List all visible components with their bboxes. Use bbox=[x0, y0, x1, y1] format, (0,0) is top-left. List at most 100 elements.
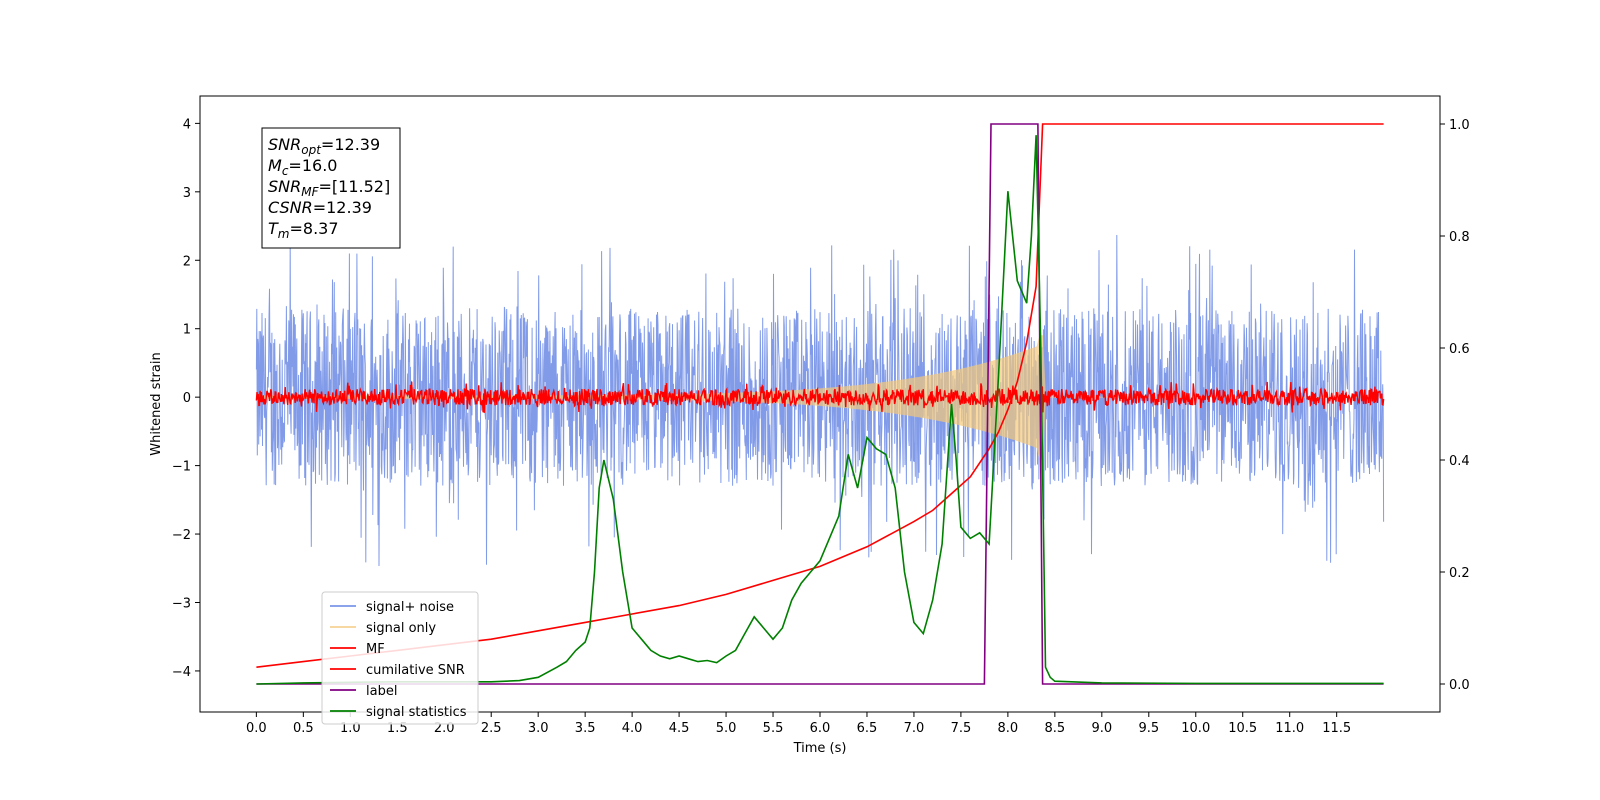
x-tick-label: 1.0 bbox=[340, 721, 361, 736]
y-axis-label: Whitened strain bbox=[149, 352, 164, 455]
x-axis: 0.0 0.5 1.0 1.5 2.0 2.5 3.0 3.5 4.0 4.5 5.0 5.5 6.0 6… bbox=[246, 712, 1351, 736]
metrics-annotation: SNRopt=12.39Mc=16.0SNRMF=[11.52]CSNR=12.… bbox=[261, 127, 401, 249]
y-tick: 1 bbox=[183, 323, 200, 338]
x-tick: 9.5 bbox=[1138, 712, 1159, 736]
annotation-line: SNRMF=[11.52] bbox=[268, 177, 390, 199]
x-tick-label: 11.0 bbox=[1275, 721, 1304, 736]
legend-label: cumilative SNR bbox=[366, 663, 465, 678]
x-tick: 8.0 bbox=[998, 712, 1019, 736]
x-tick-label: 0.0 bbox=[246, 721, 267, 736]
series-line-signal-statistics bbox=[256, 135, 1384, 685]
series-line-signal-noise bbox=[255, 234, 1385, 567]
x-tick: 8.5 bbox=[1045, 712, 1066, 736]
y-tick-label: 1 bbox=[183, 323, 191, 338]
series-line-cumilative-snr bbox=[256, 123, 1384, 668]
y-tick: 0 bbox=[183, 391, 200, 406]
y2-tick: 0.2 bbox=[1440, 566, 1470, 581]
y2-tick-label: 0.2 bbox=[1449, 566, 1470, 581]
y2-tick-label: 0.4 bbox=[1449, 454, 1470, 469]
legend-label: signal+ noise bbox=[366, 600, 454, 615]
legend-entry: MF bbox=[330, 642, 385, 657]
x-tick: 7.5 bbox=[951, 712, 972, 736]
x-tick: 11.5 bbox=[1322, 712, 1351, 736]
y-tick: −4 bbox=[172, 665, 200, 680]
x-tick: 5.0 bbox=[716, 712, 737, 736]
y2-tick: 1.0 bbox=[1440, 118, 1470, 133]
x-tick-label: 6.5 bbox=[857, 721, 878, 736]
y2-tick-label: 0.8 bbox=[1449, 230, 1470, 245]
legend-label: signal only bbox=[366, 621, 436, 636]
x-tick-label: 5.5 bbox=[763, 721, 784, 736]
legend-label: MF bbox=[366, 642, 385, 657]
x-tick: 10.5 bbox=[1228, 712, 1257, 736]
x-tick-label: 4.0 bbox=[622, 721, 643, 736]
y2-tick-label: 0.0 bbox=[1449, 678, 1470, 693]
x-tick-label: 11.5 bbox=[1322, 721, 1351, 736]
x-tick-label: 0.5 bbox=[293, 721, 314, 736]
y2-tick: 0.8 bbox=[1440, 230, 1470, 245]
x-tick-label: 8.0 bbox=[998, 721, 1019, 736]
x-tick-label: 5.0 bbox=[716, 721, 737, 736]
legend-entry: signal+ noise bbox=[330, 600, 454, 615]
legend: signal+ noise signal only MF cumilative SNR… bbox=[321, 591, 479, 725]
x-tick-label: 2.0 bbox=[434, 721, 455, 736]
x-tick-label: 8.5 bbox=[1045, 721, 1066, 736]
x-tick-label: 7.5 bbox=[951, 721, 972, 736]
x-tick: 5.5 bbox=[763, 712, 784, 736]
legend-entry: signal statistics bbox=[330, 705, 467, 720]
legend-entry: cumilative SNR bbox=[330, 663, 465, 678]
annotation-line: SNRopt=12.39 bbox=[268, 135, 380, 157]
annotation-box bbox=[261, 127, 401, 249]
legend-label: label bbox=[366, 684, 397, 699]
x-tick: 3.0 bbox=[528, 712, 549, 736]
y-tick-label: 2 bbox=[183, 254, 191, 269]
annotation-line: Mc=16.0 bbox=[268, 156, 337, 178]
y-tick-label: −3 bbox=[172, 596, 191, 611]
y2-tick: 0.0 bbox=[1440, 678, 1470, 693]
legend-box bbox=[321, 591, 479, 725]
y-tick: −2 bbox=[172, 528, 200, 543]
x-tick: 6.0 bbox=[810, 712, 831, 736]
legend-entry: signal only bbox=[330, 621, 436, 636]
x-tick: 4.0 bbox=[622, 712, 643, 736]
series-line-label bbox=[256, 123, 1384, 685]
y-axis-right: 1.0 0.8 0.6 0.4 0.2 0.0 bbox=[1440, 118, 1470, 693]
y-tick: −3 bbox=[172, 596, 200, 611]
y2-tick: 0.4 bbox=[1440, 454, 1470, 469]
x-axis-label: Time (s) bbox=[793, 741, 847, 756]
x-tick: 10.0 bbox=[1181, 712, 1210, 736]
y-tick: 2 bbox=[183, 254, 200, 269]
x-tick: 7.0 bbox=[904, 712, 925, 736]
x-tick: 0.0 bbox=[246, 712, 267, 736]
y-tick-label: −1 bbox=[172, 460, 191, 475]
y-tick-label: 0 bbox=[183, 391, 191, 406]
x-tick: 3.5 bbox=[575, 712, 596, 736]
x-tick: 11.0 bbox=[1275, 712, 1304, 736]
y-tick: −1 bbox=[172, 460, 200, 475]
x-tick-label: 3.5 bbox=[575, 721, 596, 736]
y-tick-label: −4 bbox=[172, 665, 191, 680]
x-tick-label: 7.0 bbox=[904, 721, 925, 736]
x-tick-label: 6.0 bbox=[810, 721, 831, 736]
legend-entry: label bbox=[330, 684, 397, 699]
x-tick-label: 4.5 bbox=[669, 721, 690, 736]
x-tick: 4.5 bbox=[669, 712, 690, 736]
x-tick: 0.5 bbox=[293, 712, 314, 736]
annotation-line: Tm=8.37 bbox=[268, 219, 339, 241]
x-tick: 2.5 bbox=[481, 712, 502, 736]
x-tick-label: 9.0 bbox=[1091, 721, 1112, 736]
y-tick: 3 bbox=[183, 186, 200, 201]
legend-label: signal statistics bbox=[366, 705, 467, 720]
series-line-mf bbox=[255, 381, 1385, 413]
y-tick: 4 bbox=[183, 117, 200, 132]
annotation-line: CSNR=12.39 bbox=[268, 198, 372, 217]
plot-area bbox=[255, 123, 1385, 685]
x-tick-label: 9.5 bbox=[1138, 721, 1159, 736]
x-tick-label: 3.0 bbox=[528, 721, 549, 736]
x-tick-label: 2.5 bbox=[481, 721, 502, 736]
y-tick-label: −2 bbox=[172, 528, 191, 543]
y2-tick-label: 1.0 bbox=[1449, 118, 1470, 133]
x-tick-label: 10.5 bbox=[1228, 721, 1257, 736]
y-axis-left: 4 3 2 1 0 −1 −2 −3 −4 bbox=[172, 117, 200, 680]
